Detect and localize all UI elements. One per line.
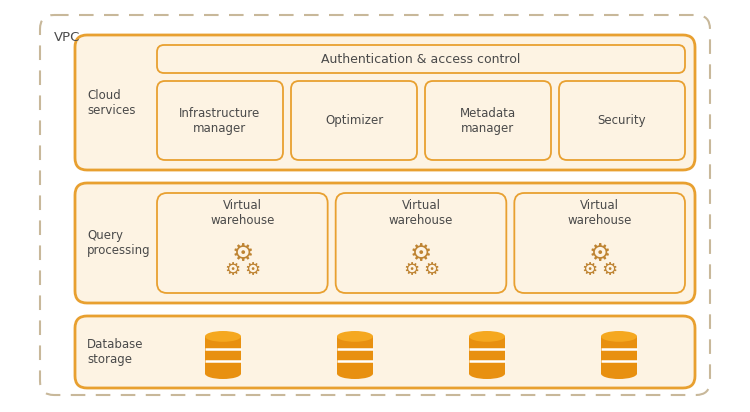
Text: ⚙: ⚙	[224, 261, 241, 279]
Text: Virtual
warehouse: Virtual warehouse	[210, 199, 274, 227]
Bar	[601, 337, 637, 374]
FancyBboxPatch shape	[75, 183, 695, 303]
Ellipse shape	[601, 368, 637, 379]
FancyBboxPatch shape	[291, 81, 417, 160]
Text: ⚙: ⚙	[602, 261, 618, 279]
Text: ⚙: ⚙	[589, 242, 610, 266]
Ellipse shape	[469, 331, 505, 342]
FancyBboxPatch shape	[157, 81, 283, 160]
Bar	[205, 337, 241, 374]
FancyBboxPatch shape	[157, 193, 328, 293]
Ellipse shape	[337, 368, 373, 379]
FancyBboxPatch shape	[75, 316, 695, 388]
Text: ⚙: ⚙	[423, 261, 439, 279]
Bar	[469, 337, 505, 374]
Text: Authentication & access control: Authentication & access control	[321, 52, 520, 66]
FancyBboxPatch shape	[75, 35, 695, 170]
FancyBboxPatch shape	[425, 81, 551, 160]
Bar	[337, 337, 373, 374]
Ellipse shape	[601, 331, 637, 342]
FancyBboxPatch shape	[559, 81, 685, 160]
Text: Cloud
services: Cloud services	[87, 89, 136, 117]
Text: Infrastructure
manager: Infrastructure manager	[179, 106, 261, 134]
Ellipse shape	[205, 331, 241, 342]
Ellipse shape	[205, 368, 241, 379]
Text: Virtual
warehouse: Virtual warehouse	[568, 199, 632, 227]
Text: Virtual
warehouse: Virtual warehouse	[388, 199, 453, 227]
Ellipse shape	[337, 331, 373, 342]
Text: Security: Security	[598, 114, 646, 127]
Text: VPC: VPC	[54, 31, 80, 44]
Text: ⚙: ⚙	[403, 261, 419, 279]
Text: ⚙: ⚙	[244, 261, 260, 279]
Ellipse shape	[469, 368, 505, 379]
FancyBboxPatch shape	[514, 193, 685, 293]
Text: Query
processing: Query processing	[87, 229, 151, 257]
Text: ⚙: ⚙	[410, 242, 432, 266]
Text: Database
storage: Database storage	[87, 338, 143, 366]
FancyBboxPatch shape	[157, 45, 685, 73]
Text: ⚙: ⚙	[231, 242, 254, 266]
Text: ⚙: ⚙	[581, 261, 598, 279]
Text: Metadata
manager: Metadata manager	[460, 106, 516, 134]
Text: Optimizer: Optimizer	[325, 114, 383, 127]
FancyBboxPatch shape	[336, 193, 506, 293]
